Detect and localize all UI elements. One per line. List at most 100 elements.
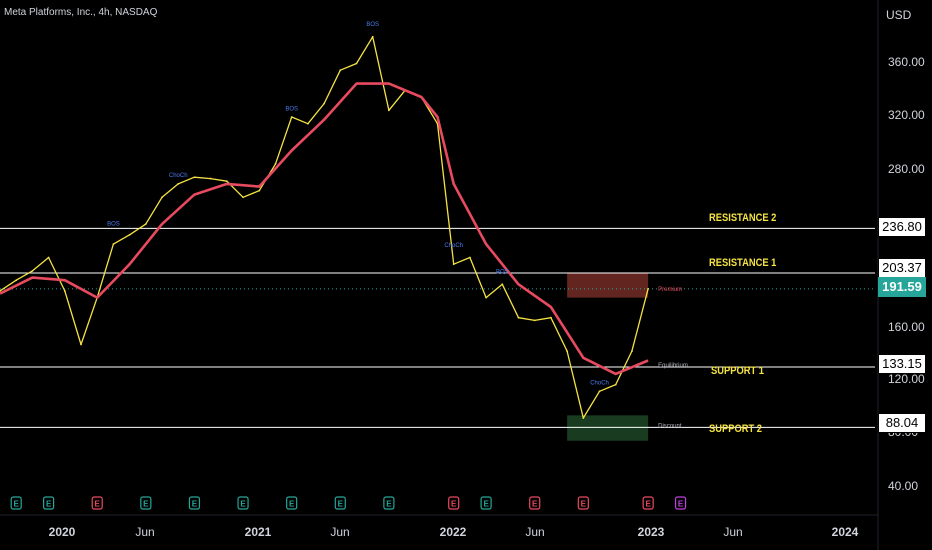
- series-point: [598, 390, 601, 393]
- series-point: [306, 122, 309, 125]
- y-tick: 120.00: [888, 372, 925, 386]
- level-price-resistance-2: 236.80: [878, 217, 926, 237]
- earnings-marker-label: E: [192, 500, 198, 509]
- series-point: [533, 319, 536, 322]
- premium-zone: [567, 273, 649, 298]
- level-name-support-2: SUPPORT 2: [709, 423, 763, 435]
- earnings-marker-label: E: [95, 500, 101, 509]
- series-point: [0, 290, 1, 292]
- level-name-support-1: SUPPORT 1: [711, 365, 765, 377]
- series-point: [550, 316, 552, 319]
- y-tick: 360.00: [888, 55, 925, 69]
- series-point: [485, 296, 488, 299]
- x-tick: Jun: [723, 525, 743, 539]
- earnings-marker: [334, 496, 346, 510]
- series-line-1: [0, 82, 649, 376]
- series-point: [128, 233, 131, 236]
- earnings-marker: [188, 496, 201, 510]
- earnings-marker: [529, 496, 541, 510]
- structure-tag: BOS: [496, 270, 509, 276]
- series-point: [355, 62, 358, 65]
- y-tick: 40.00: [888, 479, 919, 493]
- earnings-marker: [140, 496, 152, 510]
- earnings-marker-label: E: [143, 500, 149, 509]
- y-tick: 280.00: [888, 162, 925, 176]
- level-name-resistance-1: RESISTANCE 1: [709, 257, 777, 269]
- earnings-marker-label: E: [645, 500, 651, 509]
- series-point: [161, 196, 163, 199]
- earnings-marker-label: E: [581, 500, 587, 509]
- series-point: [258, 189, 261, 192]
- earnings-marker: [642, 496, 654, 510]
- series-point: [631, 350, 633, 353]
- series-point: [371, 35, 374, 38]
- series-point: [242, 196, 244, 199]
- series-point: [112, 243, 115, 246]
- structure-tag: ChoCh: [169, 173, 188, 179]
- structure-tag: BOS: [107, 221, 120, 227]
- level-price-support-2: 88.04: [878, 413, 926, 433]
- series-point: [566, 350, 569, 353]
- level-price-support-1: 133.15: [878, 354, 926, 374]
- level-price-resistance-1: 203.37: [878, 258, 926, 278]
- level-name-resistance-2: RESISTANCE 2: [709, 212, 777, 224]
- series-point: [290, 116, 293, 118]
- x-tick: 2020: [48, 525, 76, 539]
- series-point: [501, 283, 504, 286]
- series-point: [177, 183, 180, 185]
- series-point: [647, 287, 650, 290]
- series-point: [144, 223, 147, 225]
- earnings-marker-label: E: [46, 500, 52, 509]
- earnings-marker: [10, 496, 22, 510]
- earnings-marker: [91, 496, 103, 510]
- x-tick: Jun: [330, 525, 350, 539]
- series-point: [452, 263, 455, 266]
- y-tick: 320.00: [888, 108, 925, 122]
- series-point: [15, 279, 18, 282]
- series-point: [469, 256, 471, 259]
- structure-tag: BOS: [366, 22, 379, 28]
- series-line-0: [0, 36, 649, 419]
- series-point: [80, 343, 82, 346]
- structure-tag: ChoCh: [444, 243, 463, 249]
- earnings-marker: [448, 496, 460, 510]
- earnings-marker: [383, 496, 395, 510]
- zone-label: Equilibrium: [658, 363, 688, 369]
- earnings-marker-label: E: [289, 500, 295, 509]
- structure-tag: ChoCh: [590, 381, 609, 387]
- earnings-marker-label: E: [678, 500, 684, 509]
- series-point: [387, 109, 390, 112]
- earnings-marker-label: E: [386, 500, 392, 509]
- series-point: [209, 177, 212, 180]
- series-point: [614, 383, 617, 386]
- earnings-marker-label: E: [14, 500, 20, 509]
- series-point: [582, 417, 585, 419]
- series-point: [323, 102, 325, 105]
- earnings-marker-label: E: [532, 500, 538, 509]
- current-price-tag: 191.59: [878, 277, 926, 297]
- x-tick: 2023: [637, 525, 665, 539]
- earnings-marker: [480, 496, 492, 510]
- earnings-marker-label: E: [240, 500, 246, 509]
- symbol-title: Meta Platforms, Inc., 4h, NASDAQ: [4, 7, 158, 18]
- x-tick: 2022: [439, 525, 467, 539]
- discount-zone: [567, 415, 649, 441]
- series-point: [193, 176, 196, 179]
- earnings-marker: [237, 496, 249, 510]
- x-tick: 2024: [831, 525, 859, 539]
- earnings-marker: [577, 496, 589, 510]
- x-tick: Jun: [525, 525, 545, 539]
- series-point: [225, 180, 228, 183]
- series-point: [339, 69, 342, 72]
- structure-tag: BOS: [285, 106, 298, 112]
- earnings-marker: [43, 496, 55, 510]
- series-point: [31, 269, 34, 272]
- series-point: [47, 256, 50, 259]
- x-tick: 2021: [244, 525, 272, 539]
- series-point: [517, 316, 520, 319]
- earnings-marker-label: E: [338, 500, 344, 509]
- zone-label: Discount: [658, 423, 682, 429]
- earnings-marker: [674, 496, 687, 510]
- currency-label: USD: [886, 8, 912, 22]
